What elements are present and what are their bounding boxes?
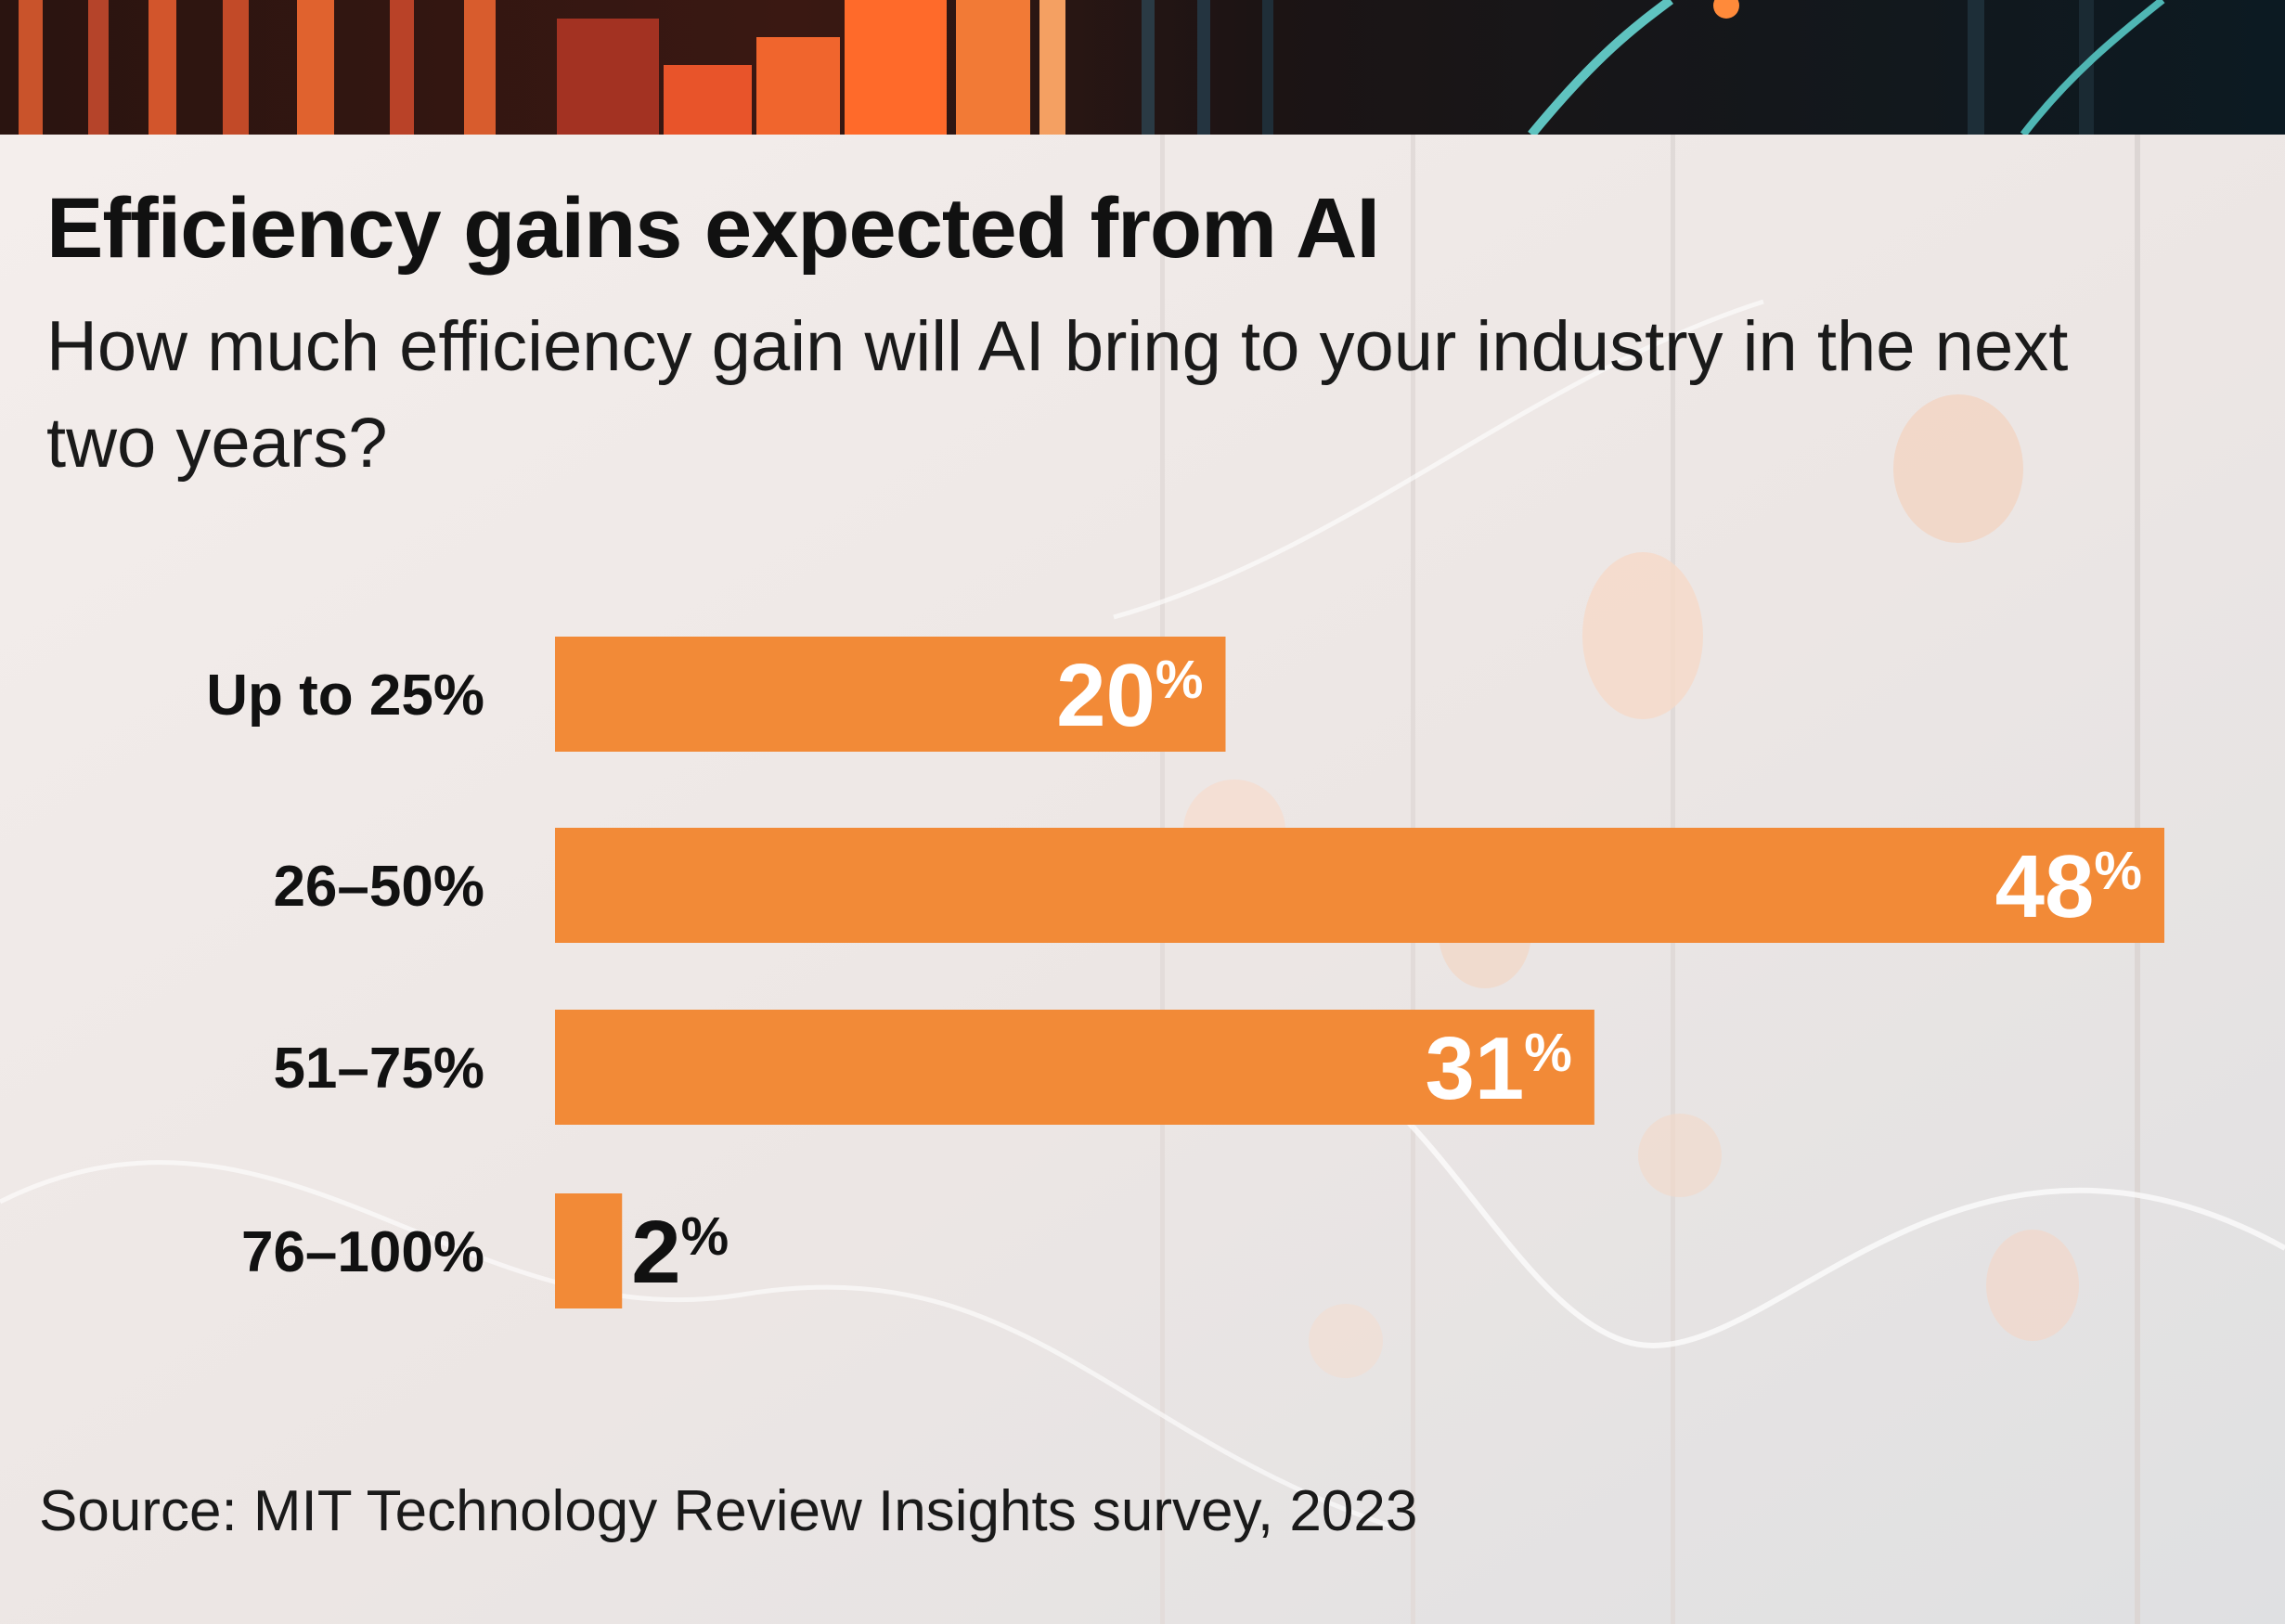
bar (555, 1193, 623, 1308)
category-label: 76–100% (241, 1220, 484, 1284)
value-percent-sign: % (1155, 650, 1204, 710)
value-number: 20 (1056, 646, 1155, 745)
value-number: 31 (1426, 1019, 1525, 1118)
value-percent-sign: % (2094, 841, 2142, 901)
value-label: 20% (1056, 646, 1203, 745)
bar (555, 828, 2164, 943)
category-label: 26–50% (273, 855, 484, 919)
value-label: 48% (1995, 837, 2142, 936)
chart-subtitle: How much efficiency gain will AI bring t… (46, 307, 2069, 483)
header-banner-image (0, 0, 2285, 135)
value-percent-sign: % (681, 1206, 729, 1267)
value-label: 2% (631, 1203, 729, 1302)
chart-title: Efficiency gains expected from AI (46, 181, 1380, 276)
bar (555, 1010, 1594, 1125)
category-label: Up to 25% (206, 664, 484, 728)
value-percent-sign: % (1524, 1023, 1572, 1083)
value-number: 48 (1995, 837, 2095, 936)
source-note: Source: MIT Technology Review Insights s… (39, 1479, 1418, 1543)
value-number: 2 (631, 1203, 680, 1302)
bar (555, 637, 1226, 752)
value-label: 31% (1426, 1019, 1572, 1118)
category-label: 51–75% (273, 1037, 484, 1101)
